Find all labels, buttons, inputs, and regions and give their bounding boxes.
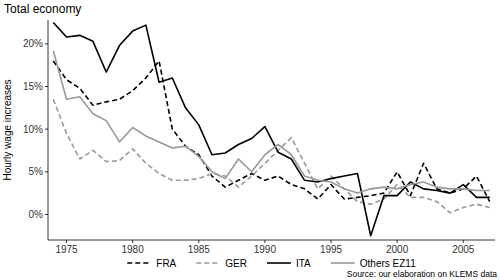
y-tick: [45, 129, 48, 130]
y-tick-label: 20%: [23, 38, 43, 49]
x-tick-label: 1990: [254, 244, 277, 255]
series-line: [53, 99, 489, 212]
y-tick-label: 5%: [29, 166, 44, 177]
chart: Total economy Hourly wage increases 0% 5% 10…: [0, 0, 500, 280]
legend-swatch: [267, 262, 291, 264]
legend-swatch: [196, 262, 220, 264]
x-tick: [132, 240, 133, 243]
x-axis-line: [48, 240, 495, 241]
legend-item: GER: [196, 258, 247, 269]
caption: Source: our elaboration on KLEMS data: [347, 269, 498, 279]
y-tick-label: 10%: [23, 124, 43, 135]
legend-swatch: [127, 262, 151, 264]
legend-label: GER: [225, 258, 247, 269]
series-line: [53, 51, 489, 193]
x-tick-label: 2005: [452, 244, 475, 255]
x-tick-label: 1980: [122, 244, 145, 255]
y-tick: [45, 171, 48, 172]
x-tick: [198, 240, 199, 243]
legend-label: FRA: [156, 258, 176, 269]
x-tick-label: 2000: [386, 244, 409, 255]
title: Total economy: [4, 2, 81, 16]
x-tick: [264, 240, 265, 243]
y-tick: [45, 214, 48, 215]
y-tick-label: 0%: [29, 209, 44, 220]
legend-label: Others EZ11: [360, 258, 416, 269]
x-tick-label: 1985: [188, 244, 211, 255]
legend-swatch: [331, 262, 355, 264]
y-axis-line: [48, 20, 49, 240]
series-line: [53, 23, 489, 236]
plot-area: [53, 23, 489, 236]
legend-item: FRA: [127, 258, 176, 269]
x-tick-label: 1975: [55, 244, 78, 255]
legend-item: ITA: [267, 258, 311, 269]
x-tick: [463, 240, 464, 243]
x-tick: [331, 240, 332, 243]
y-tick: [45, 86, 48, 87]
legend-label: ITA: [296, 258, 311, 269]
x-tick: [397, 240, 398, 243]
legend: FRA GER ITA Others EZ11: [127, 258, 416, 269]
y-tick-label: 15%: [23, 81, 43, 92]
x-tick-label: 1995: [320, 244, 343, 255]
legend-item: Others EZ11: [331, 258, 416, 269]
y-tick: [45, 43, 48, 44]
y-axis-label: Hourly wage increases: [2, 79, 13, 180]
series-line: [53, 61, 489, 202]
x-tick: [66, 240, 67, 243]
